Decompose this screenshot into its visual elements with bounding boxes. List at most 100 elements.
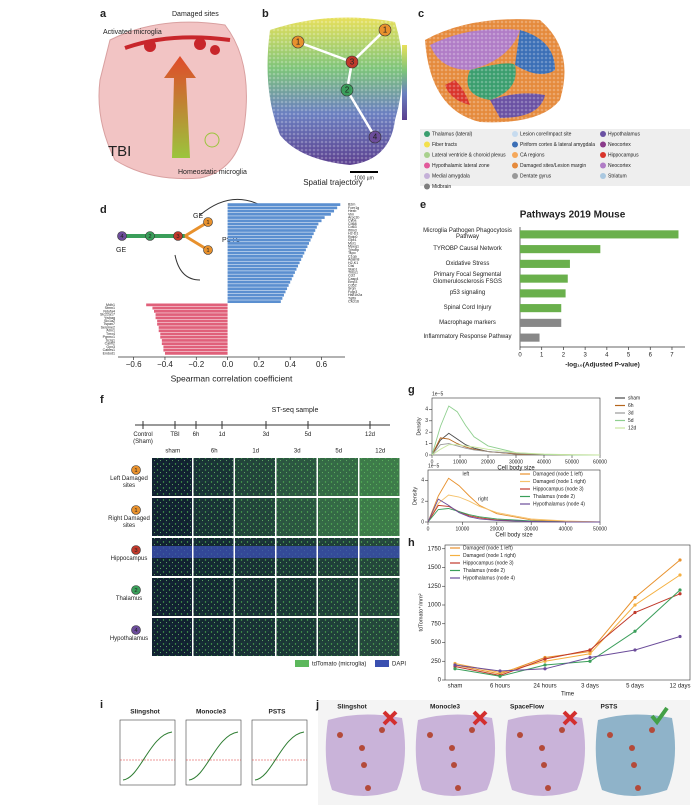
data-point [543, 663, 547, 667]
bar [227, 216, 325, 219]
data-point [633, 595, 637, 600]
legend-label: sham [628, 395, 640, 401]
category-label: Macrophage markers [439, 319, 496, 326]
micrograph-signal [193, 618, 234, 656]
category-label: Tmx4 [106, 332, 115, 336]
fit-curve [254, 731, 305, 781]
category-label: H2-D1 [348, 232, 358, 236]
category-label: C1qa [348, 254, 357, 258]
node-number: 1 [383, 26, 387, 35]
timeline-label: TBI [170, 432, 180, 438]
tissue-node [451, 762, 457, 768]
tissue-node [337, 732, 343, 738]
micrograph [152, 498, 192, 536]
timeline-label: 3d [262, 432, 270, 438]
bar [227, 293, 284, 297]
category-label: Cyba [348, 219, 356, 223]
category-label: Cd52 [348, 283, 357, 287]
reject-mark [472, 710, 488, 726]
bar [520, 333, 540, 342]
micrograph-signal [152, 618, 192, 656]
y-tick-label: 2 [425, 430, 428, 436]
scale-label: 1e−5 [432, 391, 443, 397]
panel-label: d [100, 204, 107, 216]
category-label: Slc22a17 [100, 313, 115, 317]
legend-label: Thalamus (node 2) [533, 494, 575, 500]
x-tick-label: 24 hours [533, 684, 556, 690]
bar [520, 304, 562, 313]
bar [227, 280, 291, 284]
category-label: Primary Focal Segmental Glomeruloscleros… [432, 272, 503, 285]
series-line [431, 443, 601, 456]
legend-swatch [600, 131, 606, 137]
x-axis-label: Cell body size [495, 533, 533, 539]
data-point [588, 652, 592, 656]
bar [520, 230, 679, 239]
category-label: Microglia Pathogen Phagocytosis Pathway [423, 227, 512, 241]
category-label: Gpx1 [348, 238, 357, 242]
bar [227, 209, 335, 213]
annotation: left [463, 471, 470, 477]
x-tick-label: 5 days [626, 684, 644, 690]
node-marker [368, 130, 382, 144]
reject-mark [562, 710, 578, 726]
bar [227, 290, 286, 294]
node-marker [131, 505, 141, 515]
x-tick-label: 6 hours [490, 684, 510, 690]
x-tick-label: 20000 [481, 459, 495, 465]
x-tick-label: 40000 [537, 459, 551, 465]
bar [154, 309, 228, 313]
data-point [453, 667, 457, 671]
series-line [427, 494, 601, 523]
bar [152, 306, 228, 310]
bar [227, 238, 311, 242]
legend-label: Damaged (node 1 right) [463, 553, 516, 559]
node-number: 3 [176, 234, 179, 240]
micrograph-signal [235, 578, 275, 616]
x-tick-label: 50000 [565, 459, 579, 465]
y-tick-label: 1750 [428, 546, 442, 552]
micrograph-signal [276, 578, 317, 616]
x-tick-label: −0.4 [157, 360, 173, 369]
title: ST-seq sample [272, 407, 319, 414]
plot-title: Slingshot [130, 709, 160, 716]
legend-label: 12d [628, 425, 637, 431]
bar [227, 264, 299, 268]
micrograph [318, 618, 358, 656]
micrograph-signal [152, 458, 192, 496]
category-label: Cd63 [348, 225, 357, 229]
data-point [498, 669, 502, 673]
legend-swatch [600, 173, 606, 179]
x-axis-label: Cell body size [497, 466, 535, 472]
bar [520, 289, 566, 298]
legend-label: Damaged (node 1 left) [533, 471, 583, 477]
plot-title: Monocle3 [430, 704, 460, 711]
plot-title: PSTS [269, 709, 287, 716]
legend-swatch [512, 141, 518, 148]
node-number: 2 [134, 588, 137, 594]
bar [155, 313, 228, 316]
series-line [431, 444, 601, 456]
category-label: Thbs1 [348, 270, 358, 274]
annotation: Homeostatic microglia [178, 169, 247, 176]
x-tick-label: 12 days [669, 684, 690, 690]
legend-swatch [375, 660, 389, 667]
x-tick-label: 2 [562, 353, 566, 359]
annotation: GE [116, 247, 126, 254]
tissue-node [635, 785, 641, 791]
x-tick-label: 10000 [453, 459, 467, 465]
plot-frame [185, 719, 242, 786]
y-tick-label: 250 [431, 659, 442, 665]
x-tick-label: 7 [670, 353, 674, 359]
legend-label: Midbrain [432, 184, 451, 190]
micrograph [152, 458, 192, 496]
bar [227, 203, 341, 206]
micrograph-signal [152, 578, 192, 616]
y-tick-label: 750 [431, 621, 442, 627]
x-axis-label: Time [561, 692, 575, 698]
panel-label: i [100, 699, 103, 711]
x-tick-label: 0.0 [222, 360, 234, 369]
panel-b-art [267, 17, 407, 173]
plot-title: Slingshot [337, 704, 367, 711]
bar [227, 271, 295, 274]
